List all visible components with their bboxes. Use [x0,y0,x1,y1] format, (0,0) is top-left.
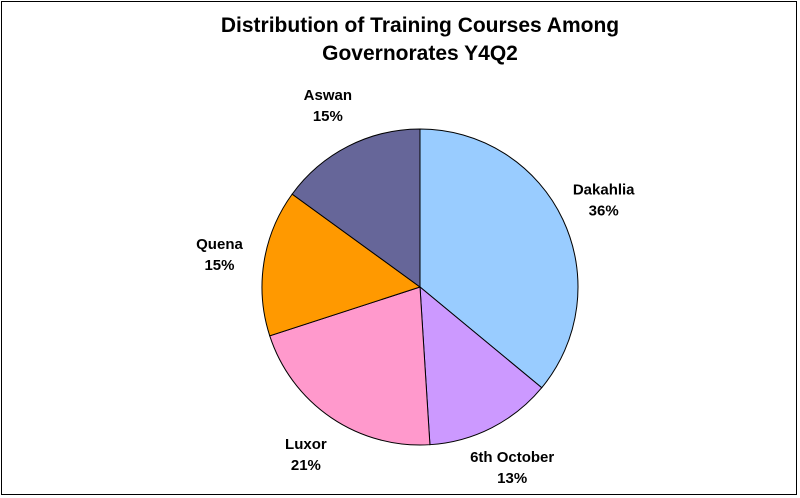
slice-value-label: 15% [204,257,234,274]
pie-slice [291,128,421,288]
pie-slice [419,285,543,446]
slice-value-label: 36% [589,203,619,220]
slice-value-label: 21% [291,457,321,474]
chart-title: Distribution of Training Courses Among G… [220,14,620,65]
slice-label: Quena [196,236,243,253]
slice-label: Aswan [304,87,352,104]
slice-label: Luxor [285,436,327,453]
slice-value-label: 13% [497,470,527,487]
pie-slice [269,286,431,446]
slice-value-label: 15% [313,108,343,125]
pie-slice [419,128,579,389]
slice-label: 6th October [470,449,554,466]
pie-slice [261,193,422,337]
slice-label: Dakahlia [573,182,635,199]
